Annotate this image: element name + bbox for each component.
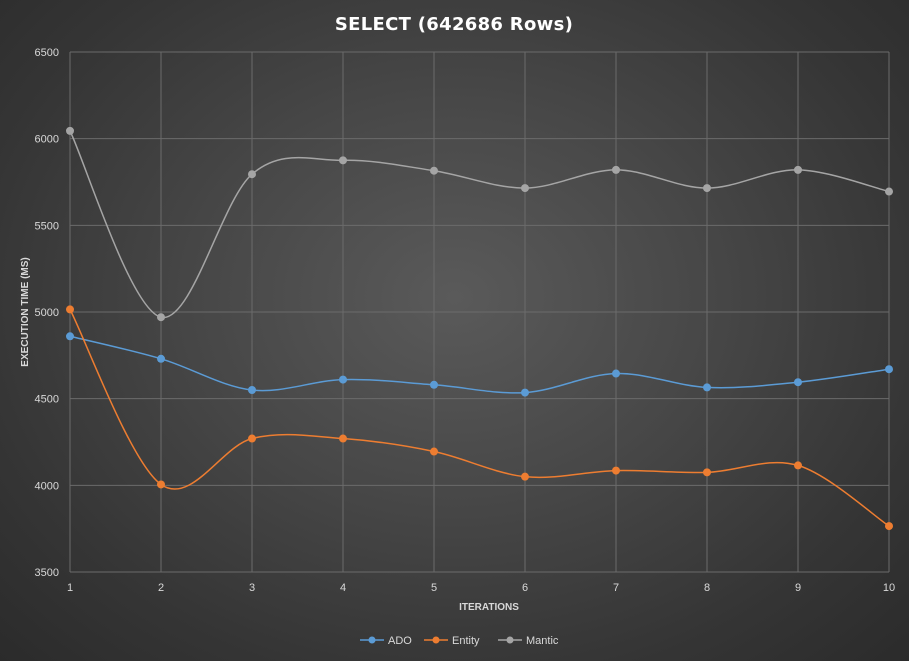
legend-marker bbox=[432, 636, 440, 644]
x-tick-label: 2 bbox=[158, 582, 164, 594]
y-tick-label: 6500 bbox=[35, 47, 59, 59]
data-point-entity bbox=[248, 434, 256, 443]
data-point-entity bbox=[430, 447, 438, 456]
legend: ADO Entity Mantic bbox=[360, 635, 559, 647]
data-point-entity bbox=[885, 522, 893, 531]
legend-label: ADO bbox=[388, 635, 412, 647]
data-point-mantic bbox=[248, 170, 256, 179]
y-tick-label: 5500 bbox=[35, 220, 59, 232]
legend-label: Mantic bbox=[526, 635, 559, 647]
data-point-ado bbox=[157, 354, 165, 363]
series-line-mantic bbox=[69, 130, 890, 318]
data-point-entity bbox=[612, 466, 620, 475]
y-tick-label: 4000 bbox=[35, 480, 59, 492]
data-point-entity bbox=[703, 468, 711, 477]
x-tick-label: 1 bbox=[67, 582, 73, 594]
legend-label: Entity bbox=[452, 635, 480, 647]
x-tick-label: 7 bbox=[613, 582, 619, 594]
data-point-mantic bbox=[339, 156, 347, 165]
data-point-mantic bbox=[521, 184, 529, 193]
gridlines bbox=[69, 51, 890, 573]
data-point-ado bbox=[885, 365, 893, 374]
chart-title: SELECT (642686 Rows) bbox=[335, 14, 573, 35]
legend-item-ado: ADO bbox=[360, 635, 412, 647]
x-tick-label: 9 bbox=[795, 582, 801, 594]
data-point-ado bbox=[703, 383, 711, 392]
series-mantic bbox=[66, 126, 893, 322]
data-point-entity bbox=[157, 480, 165, 489]
data-point-mantic bbox=[794, 165, 802, 174]
data-point-ado bbox=[612, 369, 620, 378]
data-point-ado bbox=[794, 378, 802, 387]
data-point-ado bbox=[430, 380, 438, 389]
x-tick-label: 3 bbox=[249, 582, 255, 594]
data-point-mantic bbox=[703, 184, 711, 193]
legend-marker bbox=[368, 636, 376, 644]
data-point-mantic bbox=[66, 126, 74, 135]
data-point-entity bbox=[794, 461, 802, 470]
legend-marker bbox=[506, 636, 514, 644]
x-tick-label: 6 bbox=[522, 582, 528, 594]
series-ado bbox=[66, 332, 893, 397]
legend-item-mantic: Mantic bbox=[498, 635, 559, 647]
data-point-mantic bbox=[157, 313, 165, 322]
data-point-ado bbox=[521, 388, 529, 397]
x-tick-label: 10 bbox=[883, 582, 895, 594]
data-point-ado bbox=[66, 332, 74, 341]
data-point-entity bbox=[66, 305, 74, 314]
data-point-ado bbox=[248, 386, 256, 394]
data-point-mantic bbox=[885, 187, 893, 196]
x-axis-ticks: 1 2 3 4 5 6 7 8 9 10 bbox=[67, 582, 895, 594]
x-tick-label: 4 bbox=[340, 582, 346, 594]
y-tick-label: 4500 bbox=[35, 394, 59, 406]
series-line-ado bbox=[69, 335, 890, 394]
data-point-ado bbox=[339, 375, 347, 384]
y-axis-title: EXECUTION TIME (MS) bbox=[20, 257, 31, 366]
data-point-mantic bbox=[612, 165, 620, 174]
series-lines bbox=[66, 126, 893, 531]
data-point-mantic bbox=[430, 166, 438, 175]
y-tick-label: 6000 bbox=[35, 134, 59, 146]
x-tick-label: 8 bbox=[704, 582, 710, 594]
series-entity bbox=[66, 305, 893, 531]
data-point-entity bbox=[339, 434, 347, 443]
y-tick-label: 3500 bbox=[35, 567, 59, 579]
x-tick-label: 5 bbox=[431, 582, 437, 594]
series-line-entity bbox=[69, 309, 890, 527]
y-tick-label: 5000 bbox=[35, 307, 59, 319]
y-axis-ticks: 3500 4000 4500 5000 5500 6000 6500 bbox=[35, 47, 59, 579]
data-point-entity bbox=[521, 472, 529, 481]
x-axis-title: ITERATIONS bbox=[459, 602, 519, 613]
legend-item-entity: Entity bbox=[424, 635, 480, 647]
